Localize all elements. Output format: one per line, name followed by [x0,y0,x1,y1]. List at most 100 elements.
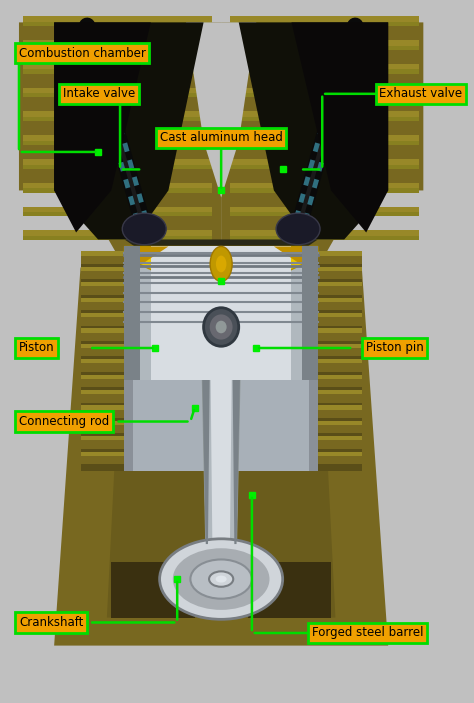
Polygon shape [186,22,256,198]
Bar [230,22,419,26]
Bar [151,247,292,380]
Ellipse shape [276,213,320,245]
Ellipse shape [191,560,252,599]
Bar [81,252,125,256]
Bar [230,207,419,217]
Bar [230,64,419,74]
Polygon shape [19,22,221,267]
Ellipse shape [203,308,239,347]
Bar [81,437,125,449]
Bar [230,70,419,74]
Polygon shape [54,22,203,240]
Bar [318,266,362,279]
Bar [230,111,419,121]
Bar [318,252,362,256]
Circle shape [210,247,232,281]
Bar [318,406,362,418]
Bar [23,212,212,217]
Bar [318,328,362,341]
Bar [81,437,125,440]
Bar [318,359,362,372]
Bar [81,359,125,363]
Bar [81,375,125,379]
Bar [23,22,212,26]
Bar [81,282,125,295]
Bar [230,188,419,193]
Polygon shape [210,337,232,544]
Bar [23,111,212,121]
Bar [318,297,362,302]
Text: Combustion chamber: Combustion chamber [19,46,146,60]
Ellipse shape [209,572,233,587]
Polygon shape [239,22,388,240]
Bar [318,313,362,317]
Bar [230,93,419,97]
Bar [318,328,362,333]
Bar [318,451,362,456]
Bar [230,141,419,145]
Polygon shape [125,247,168,264]
Text: Forged steel barrel: Forged steel barrel [312,626,423,640]
Bar [125,247,318,380]
Bar [23,117,212,121]
Bar [81,297,125,302]
Polygon shape [221,22,423,267]
Bar [302,247,318,380]
Bar [23,188,212,193]
Ellipse shape [160,538,283,619]
Bar [318,421,362,434]
Bar [81,390,125,394]
Polygon shape [274,247,318,264]
Bar [230,183,419,193]
Bar [81,421,125,425]
Bar [81,266,125,271]
Bar [230,231,419,240]
Bar [318,451,362,464]
Bar [318,375,362,387]
Bar [318,282,362,295]
Bar [318,375,362,379]
Bar [318,254,362,470]
Bar [81,254,125,470]
Polygon shape [54,267,388,645]
Bar [23,87,212,97]
Bar [81,344,125,356]
Polygon shape [125,240,318,267]
Ellipse shape [173,548,270,610]
Bar [23,93,212,97]
Bar [23,159,212,169]
Bar [23,40,212,50]
Bar [230,135,419,145]
Bar [81,266,125,279]
Bar [23,46,212,50]
Bar [318,390,362,403]
Bar [125,247,318,470]
Bar [23,64,212,74]
Bar [81,359,125,372]
Bar [23,236,212,240]
Bar [23,207,212,217]
Bar [81,451,125,456]
Polygon shape [232,334,241,544]
Text: Cast aluminum head: Cast aluminum head [160,131,283,144]
Bar [81,313,125,317]
Bar [230,117,419,121]
Circle shape [216,256,227,272]
Bar [318,421,362,425]
Bar [230,212,419,217]
Text: Piston: Piston [19,342,55,354]
Bar [23,183,212,193]
Polygon shape [247,562,331,617]
Bar [318,359,362,363]
Bar [318,266,362,271]
Bar [23,135,212,145]
Bar [81,282,125,286]
Text: Connecting rod: Connecting rod [19,415,109,428]
Bar [230,40,419,50]
Bar [230,165,419,169]
Bar [23,165,212,169]
Bar [125,247,140,380]
Text: Crankshaft: Crankshaft [19,616,83,629]
Text: Exhaust valve: Exhaust valve [379,87,463,101]
Bar [318,437,362,449]
